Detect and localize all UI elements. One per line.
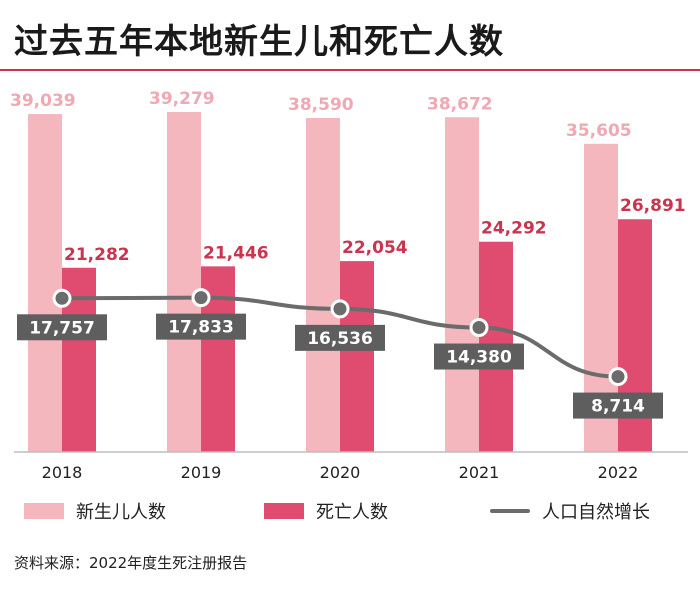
label-births-2020: 38,590 — [288, 95, 354, 115]
label-deaths-2019: 21,446 — [203, 243, 269, 263]
bar-deaths-2020 — [340, 261, 374, 452]
x-tick-2021: 2021 — [459, 463, 500, 482]
legend-swatch-growth — [490, 509, 530, 513]
growth-label-box-2020 — [295, 324, 385, 351]
label-deaths-2022: 26,891 — [620, 196, 686, 216]
source-note: 资料来源：2022年度生死注册报告 — [14, 554, 248, 572]
bar-births-2019 — [167, 112, 201, 452]
label-deaths-2021: 24,292 — [481, 219, 547, 239]
title-divider — [0, 69, 700, 71]
growth-point-2019 — [191, 288, 211, 308]
growth-label-2021: 14,380 — [446, 348, 512, 368]
x-tick-2020: 2020 — [320, 463, 361, 482]
growth-point-2022 — [608, 367, 628, 387]
growth-label-2020: 16,536 — [307, 329, 373, 349]
legend-label-births: 新生儿人数 — [76, 502, 166, 523]
growth-label-box-2021 — [434, 343, 524, 370]
bar-births-2020 — [306, 117, 340, 453]
bar-births-2018 — [28, 114, 62, 452]
growth-point-2020 — [330, 299, 350, 319]
label-deaths-2020: 22,054 — [342, 238, 408, 258]
legend-item-births: 新生儿人数 — [24, 496, 166, 526]
growth-label-box-2019 — [156, 313, 246, 340]
legend-item-deaths: 死亡人数 — [264, 496, 388, 526]
growth-label-box-2022 — [573, 392, 663, 419]
x-tick-2019: 2019 — [181, 463, 222, 482]
chart-title: 过去五年本地新生儿和死亡人数 — [14, 22, 504, 62]
growth-point-2021 — [469, 318, 489, 338]
x-tick-2022: 2022 — [598, 463, 639, 482]
growth-label-2022: 8,714 — [591, 397, 645, 417]
growth-label-2019: 17,833 — [168, 318, 234, 338]
x-tick-2018: 2018 — [42, 463, 83, 482]
label-births-2018: 39,039 — [10, 91, 76, 111]
label-deaths-2018: 21,282 — [64, 245, 130, 265]
bar-births-2021 — [445, 117, 479, 452]
legend-label-growth: 人口自然增长 — [542, 502, 650, 523]
label-births-2021: 38,672 — [427, 94, 493, 114]
growth-label-2018: 17,757 — [29, 318, 95, 338]
legend-swatch-deaths — [264, 503, 304, 519]
legend-item-growth: 人口自然增长 — [490, 496, 650, 526]
growth-point-2018 — [52, 288, 72, 308]
chart-legend: 新生儿人数 死亡人数 人口自然增长 — [0, 496, 700, 526]
label-births-2022: 35,605 — [566, 121, 632, 141]
label-births-2019: 39,279 — [149, 89, 215, 109]
legend-swatch-births — [24, 503, 64, 519]
growth-label-box-2018 — [17, 314, 107, 341]
legend-label-deaths: 死亡人数 — [316, 502, 388, 523]
